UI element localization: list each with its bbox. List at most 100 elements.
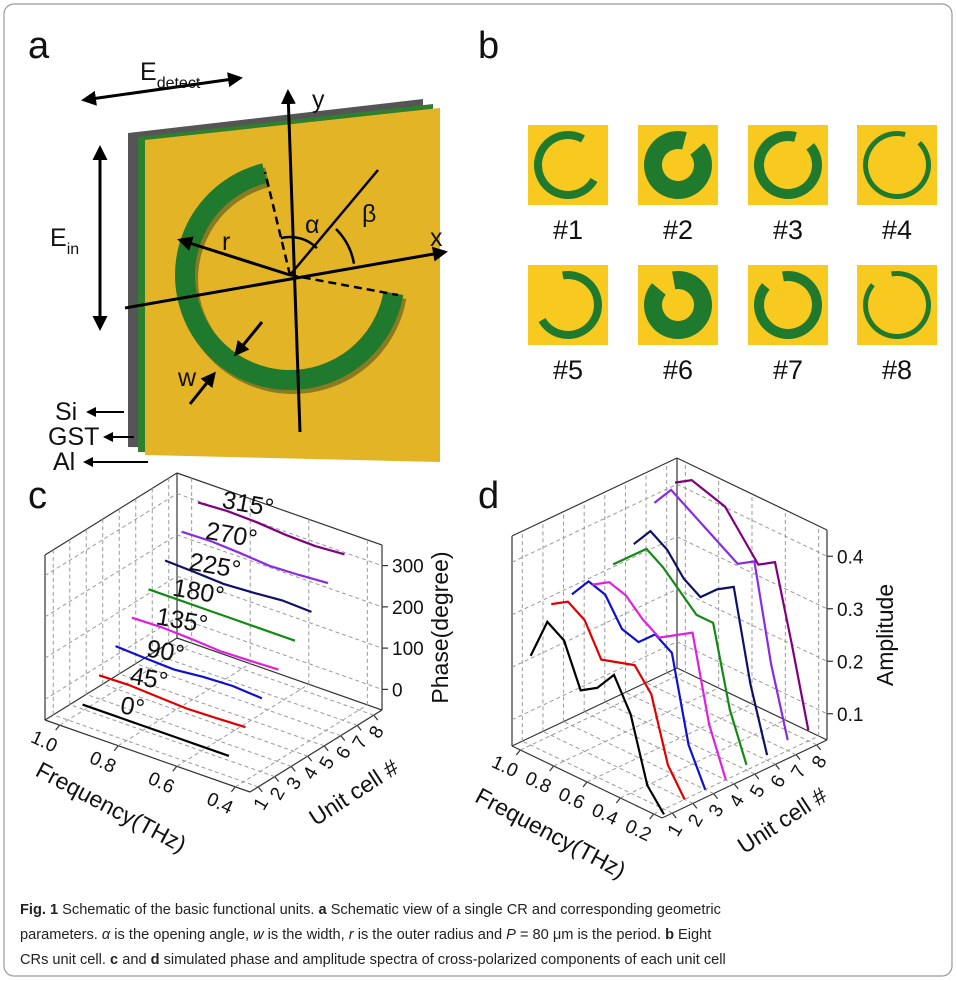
y-tick-label: 200 <box>392 598 424 619</box>
box-edge <box>512 458 677 536</box>
tick-mark <box>755 774 759 779</box>
z-axis-title: Unit cell # <box>733 782 832 859</box>
y-tick-label: 0.3 <box>837 600 863 621</box>
tick-mark <box>672 813 676 818</box>
tick-mark <box>650 814 654 819</box>
caption-text: is the outer radius and <box>354 927 507 943</box>
z-tick-label: 8 <box>808 752 831 772</box>
grid-line <box>512 537 677 615</box>
grid-line <box>554 688 719 766</box>
unit-cell-tile <box>857 265 937 345</box>
caption-text: simulated phase and amplitude spectra of… <box>160 952 726 968</box>
z-tick-label: 3 <box>283 774 306 794</box>
grid-line <box>152 653 357 725</box>
series-label: 0° <box>118 691 146 723</box>
tick-mark <box>734 784 738 789</box>
panel-ref: a <box>319 902 327 918</box>
panel-ref: b <box>665 927 674 943</box>
page: { "panels": { "a": {"label": "a", "e_det… <box>0 0 957 981</box>
panel-c: c 01002003000.40.60.81.012345678Frequenc… <box>28 473 453 857</box>
tick-mark <box>796 755 800 760</box>
unit-cell-label: #2 <box>663 215 693 245</box>
x-tick-label: 1.0 <box>28 727 61 757</box>
grid-line <box>512 589 677 667</box>
grid-line <box>512 642 677 720</box>
tick-mark <box>775 764 779 769</box>
x-tick-label: 1.0 <box>488 752 521 782</box>
tick-mark <box>291 766 295 771</box>
symbol: E <box>140 58 157 86</box>
subscript: detect <box>157 75 201 92</box>
grid-line <box>86 694 291 766</box>
x-tick-label: 0.8 <box>86 748 119 778</box>
series-label: 315° <box>220 486 276 523</box>
z-tick-label: 8 <box>365 723 388 743</box>
grid-line <box>625 692 775 764</box>
tick-mark <box>817 745 821 750</box>
tick-mark <box>173 766 177 771</box>
tick-mark <box>374 715 378 720</box>
symbol: w <box>253 927 264 943</box>
y-label: y <box>312 86 325 114</box>
figure-number: Fig. 1 <box>20 902 58 918</box>
panel-a: a Edetect Ein y x r α β w Si GST Al <box>28 25 445 476</box>
panel-label: c <box>28 475 47 517</box>
tick-mark <box>324 746 328 751</box>
grid-line <box>45 494 177 576</box>
x-tick-label: 0.2 <box>622 816 655 846</box>
unit-cell-label: #3 <box>773 215 803 245</box>
unit-cell-label: #6 <box>663 355 693 385</box>
z-tick-label: 4 <box>299 763 323 783</box>
e-detect-label: Edetect <box>140 58 201 92</box>
series-label: 45° <box>128 662 170 696</box>
layer-label: Al <box>53 448 75 476</box>
series-line <box>551 602 684 800</box>
unit-cell-label: #5 <box>553 355 583 385</box>
z-tick-label: 5 <box>316 753 339 773</box>
unit-cell-label: #1 <box>553 215 583 245</box>
tick-mark <box>550 766 554 771</box>
symbol: E <box>50 224 67 252</box>
y-tick-label: 0.1 <box>837 705 863 726</box>
x-label: x <box>430 224 443 252</box>
panel-ref: c <box>110 952 118 968</box>
x-tick-label: 0.6 <box>555 784 588 814</box>
tick-mark <box>516 750 520 755</box>
unit-cell-label: #7 <box>773 355 803 385</box>
y-tick-label: 300 <box>392 557 424 578</box>
panel-ref: d <box>151 952 160 968</box>
panel-b: b #1#2#3#4#5#6#7#8 <box>478 25 937 385</box>
series-line <box>634 531 767 755</box>
x-tick-label: 0.6 <box>145 768 178 798</box>
unit-cell-tile <box>857 125 937 205</box>
z-tick-label: 6 <box>767 772 790 792</box>
tick-mark <box>114 746 118 751</box>
box-edge <box>45 473 177 555</box>
caption-text: is the width, <box>264 927 349 943</box>
y-tick-label: 100 <box>392 639 424 660</box>
caption-text: = 80 μm is the period. <box>516 927 665 943</box>
figure: a Edetect Ein y x r α β w Si GST Al b #1… <box>0 0 957 981</box>
caption-line: parameters. α is the opening angle, w is… <box>20 923 940 948</box>
z-tick-label: 1 <box>250 794 273 814</box>
r-label: r <box>222 228 230 256</box>
z-tick-label: 2 <box>684 811 707 831</box>
y-tick-label: 0.4 <box>837 547 864 568</box>
tick-mark <box>693 803 697 808</box>
subscript: in <box>67 241 79 258</box>
caption-line: Fig. 1 Schematic of the basic functional… <box>20 898 940 923</box>
grid-line <box>45 535 177 617</box>
e-in-label: Ein <box>50 224 79 258</box>
panel-label: b <box>478 25 499 67</box>
grid-line <box>512 484 677 562</box>
box-edge <box>512 668 677 746</box>
x-axis-title: Frequency(THz) <box>471 782 630 883</box>
panel-label: d <box>478 475 499 517</box>
series-label: 270° <box>204 517 260 554</box>
layer-label: GST <box>48 423 99 451</box>
w-label: w <box>177 364 197 392</box>
tick-mark <box>275 777 279 782</box>
unit-cell-label: #8 <box>882 355 912 385</box>
caption-text: parameters. <box>20 927 102 943</box>
y-tick-label: 0 <box>392 680 403 701</box>
